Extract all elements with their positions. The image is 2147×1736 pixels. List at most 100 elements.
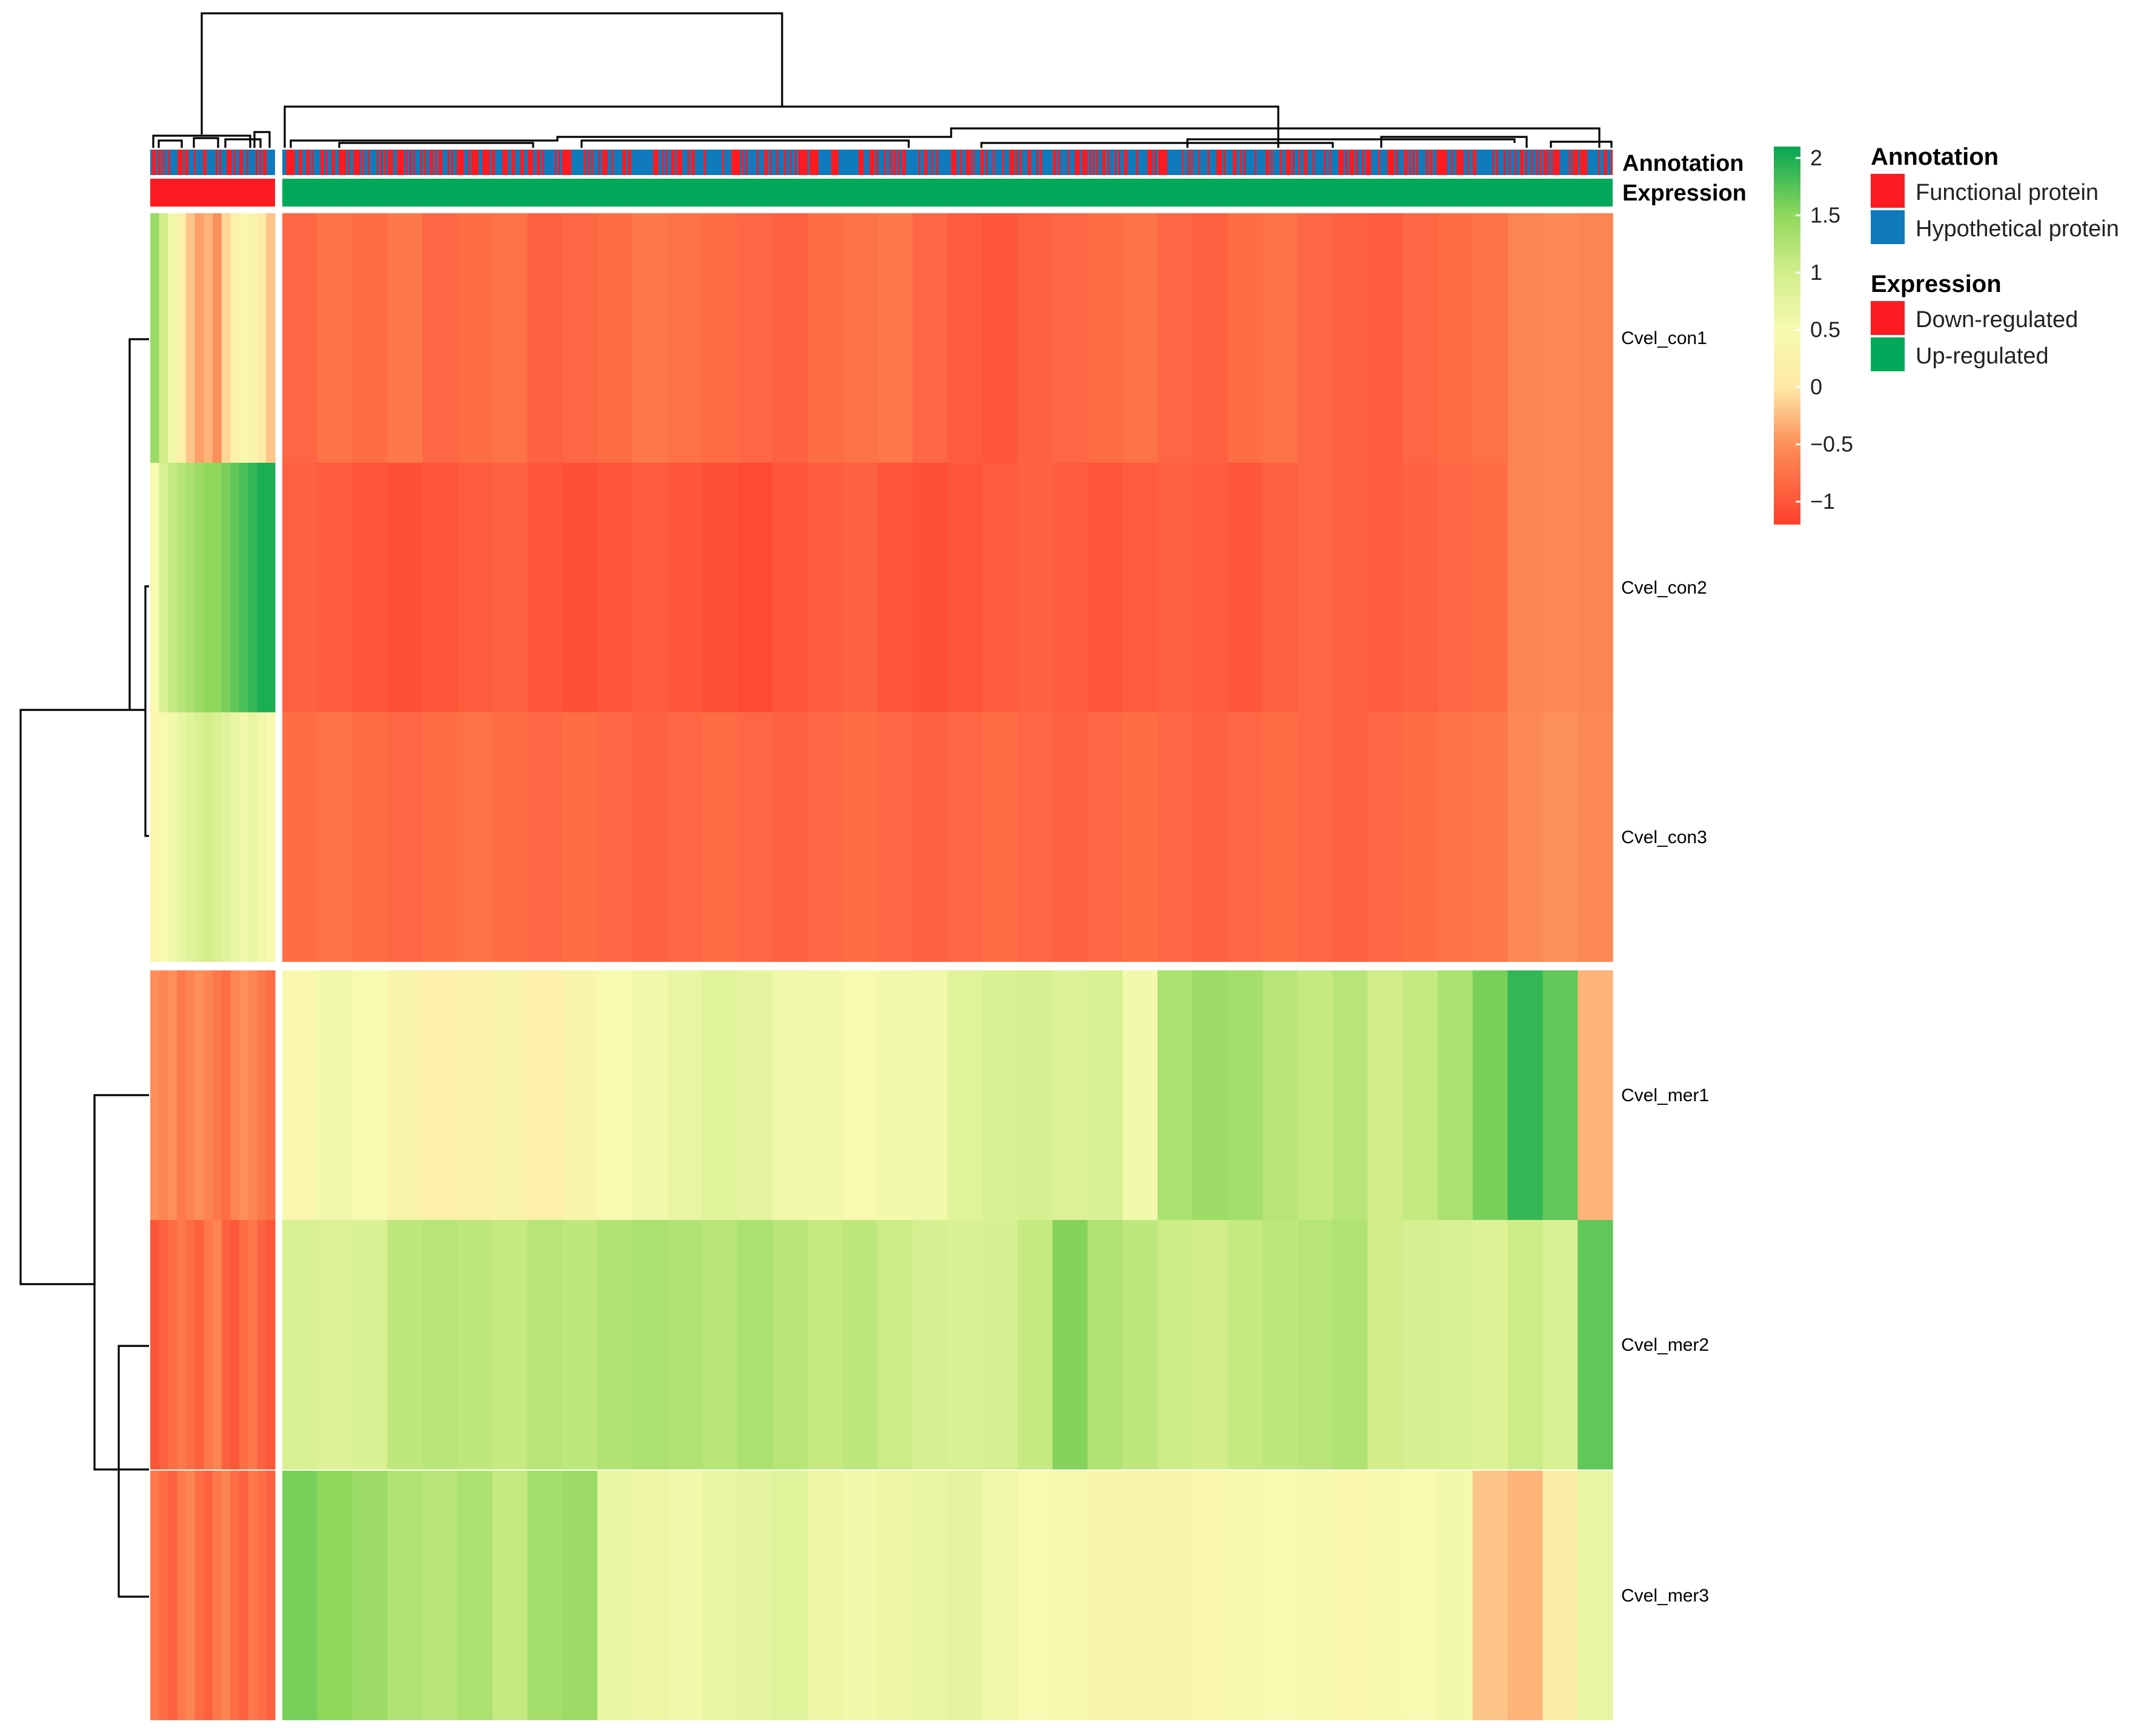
heatmap-cell — [150, 970, 160, 1220]
legend-swatch-down-regulated — [1871, 301, 1905, 335]
annotation-stripe — [308, 150, 310, 175]
annotation-stripe — [953, 150, 955, 175]
heatmap-cell — [1052, 1220, 1088, 1469]
heatmap-cell — [1332, 213, 1369, 463]
annotation-stripe — [1342, 150, 1344, 175]
annotation-stripe — [1287, 150, 1289, 175]
heatmap-cell — [492, 463, 528, 712]
annotation-stripe — [742, 150, 744, 175]
heatmap-cell — [877, 712, 913, 962]
annotation-stripe — [1324, 150, 1326, 175]
annotation-stripe — [666, 150, 668, 175]
heatmap-cell — [221, 1471, 231, 1720]
legend-label-hypothetical-protein: Hypothetical protein — [1916, 216, 2119, 242]
annotation-stripe — [1569, 150, 1571, 175]
annotation-stripe — [764, 150, 766, 175]
annotation-stripe — [1191, 150, 1193, 175]
annotation-stripe — [1473, 150, 1475, 175]
heatmap-cell — [1087, 213, 1123, 463]
heatmap-cell — [982, 1220, 1018, 1469]
annotation-stripe — [1160, 150, 1162, 175]
heatmap-cell — [842, 970, 878, 1220]
heatmap-cell — [185, 463, 196, 712]
annotation-stripe — [1104, 150, 1106, 175]
annotation-track-label: Annotation — [1622, 151, 1744, 176]
heatmap-cell — [282, 1471, 318, 1720]
heatmap-cell — [702, 970, 738, 1220]
annotation-stripe — [529, 150, 531, 175]
legend-label-down-regulated: Down-regulated — [1916, 307, 2078, 333]
annotation-stripe — [789, 150, 791, 175]
column-dendrogram-root — [201, 12, 783, 134]
annotation-stripe — [1438, 150, 1440, 175]
annotation-stripe — [924, 150, 926, 175]
annotation-stripe — [1137, 150, 1138, 175]
heatmap-cell — [213, 213, 222, 463]
heatmap-cell — [159, 1471, 169, 1720]
annotation-stripe — [1126, 150, 1127, 175]
annotation-stripe — [353, 150, 355, 175]
heatmap-cell — [1017, 1220, 1053, 1469]
annotation-stripe — [677, 150, 679, 175]
heatmap-cell — [221, 213, 231, 463]
heatmap-cell — [422, 463, 458, 712]
heatmap-cell — [597, 1471, 633, 1720]
heatmap-cell — [1578, 1471, 1613, 1720]
annotation-stripe — [1097, 150, 1098, 175]
heatmap-cell — [159, 1220, 169, 1469]
heatmap-cell — [230, 712, 240, 962]
column-dendrogram-right-sub — [290, 127, 1613, 148]
annotation-stripe — [179, 150, 181, 175]
heatmap-cell — [159, 213, 169, 463]
annotation-stripe — [484, 150, 486, 175]
heatmap-cell — [168, 463, 178, 712]
annotation-stripe — [986, 150, 987, 175]
annotation-stripe — [1391, 150, 1393, 175]
annotation-stripe — [502, 150, 504, 175]
annotation-stripe — [380, 150, 382, 175]
annotation-stripe — [388, 150, 390, 175]
annotation-stripe — [1416, 150, 1418, 175]
annotation-stripe — [1367, 150, 1369, 175]
heatmap-cell — [597, 970, 633, 1220]
heatmap-cell — [185, 970, 196, 1220]
annotation-stripe — [931, 150, 933, 175]
annotation-stripe — [239, 150, 241, 175]
annotation-stripe — [1207, 150, 1209, 175]
heatmap-cell — [1227, 712, 1263, 962]
heatmap-cell — [1332, 970, 1369, 1220]
heatmap-cell — [1263, 970, 1298, 1220]
annotation-stripe — [679, 150, 680, 175]
heatmap-cell — [1578, 1220, 1613, 1469]
heatmap-cell — [1192, 712, 1228, 962]
annotation-stripe — [230, 150, 232, 175]
annotation-stripe — [159, 150, 161, 175]
annotation-stripe — [410, 150, 411, 175]
heatmap-cell — [230, 970, 240, 1220]
annotation-stripe — [1058, 150, 1060, 175]
annotation-stripe — [1545, 150, 1547, 175]
heatmap-cell — [317, 463, 353, 712]
annotation-stripe — [1289, 150, 1291, 175]
heatmap-cell — [352, 463, 388, 712]
annotation-stripe — [831, 150, 833, 175]
heatmap-cell — [1472, 970, 1508, 1220]
heatmap-cell — [457, 213, 493, 463]
heatmap-cell — [1227, 213, 1263, 463]
annotation-stripe — [737, 150, 738, 175]
heatmap-cell — [185, 1220, 196, 1469]
heatmap-cell — [667, 970, 703, 1220]
annotation-stripe — [966, 150, 967, 175]
heatmap-cell — [213, 1220, 222, 1469]
heatmap-cell — [204, 1471, 213, 1720]
annotation-stripe — [448, 150, 450, 175]
heatmap-cell — [282, 1220, 318, 1469]
heatmap-cell — [1402, 463, 1438, 712]
annotation-stripe — [357, 150, 359, 175]
annotation-stripe — [1585, 150, 1587, 175]
annotation-stripe — [1267, 150, 1269, 175]
annotation-stripe — [1575, 150, 1576, 175]
annotation-stripe — [1187, 150, 1189, 175]
annotation-stripe — [1356, 150, 1358, 175]
